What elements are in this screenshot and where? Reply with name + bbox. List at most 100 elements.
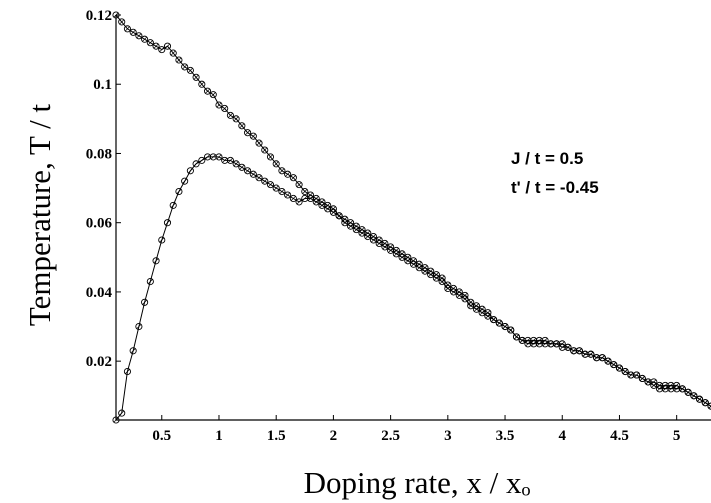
data-point-slash — [279, 168, 285, 174]
data-point — [615, 364, 624, 372]
data-point — [169, 201, 177, 209]
data-point — [524, 340, 532, 348]
x-tick-label: 2 — [330, 428, 338, 444]
data-point — [684, 388, 692, 396]
data-point-slash — [536, 341, 542, 347]
data-point-slash — [393, 247, 399, 253]
data-point-slash — [290, 196, 296, 201]
data-point — [255, 174, 263, 182]
data-point — [152, 42, 160, 50]
data-point-slash — [702, 400, 708, 406]
data-point-slash — [611, 362, 617, 368]
data-point — [141, 298, 149, 306]
data-point — [232, 115, 240, 123]
data-point-slash — [113, 12, 119, 18]
data-point — [409, 257, 418, 265]
data-point-slash — [222, 157, 228, 163]
data-point — [535, 340, 543, 348]
data-point — [255, 139, 263, 147]
data-point — [375, 236, 383, 244]
data-point — [432, 271, 440, 279]
data-point-slash — [124, 26, 130, 32]
data-point — [610, 361, 618, 369]
data-point-slash — [422, 265, 428, 271]
data-point-slash — [554, 341, 559, 347]
x-tick-label: 1 — [215, 428, 223, 444]
data-point-slash — [416, 261, 422, 267]
data-point — [301, 187, 309, 196]
data-point-slash — [451, 286, 456, 291]
data-point-slash — [147, 279, 153, 284]
data-point-slash — [468, 299, 474, 305]
data-point — [306, 194, 315, 203]
data-point — [381, 239, 389, 248]
x-tick-label: 5 — [673, 428, 681, 444]
data-point — [175, 187, 183, 196]
data-point — [650, 381, 658, 389]
data-point — [478, 305, 486, 313]
data-point-slash — [325, 206, 331, 212]
data-point — [198, 156, 206, 164]
data-point — [415, 260, 423, 268]
data-point-slash — [216, 102, 222, 108]
x-tick-label: 0.5 — [152, 428, 171, 444]
data-point-slash — [559, 344, 565, 350]
data-point — [444, 281, 452, 289]
data-point-slash — [439, 275, 445, 281]
data-point — [690, 392, 698, 400]
data-point — [449, 284, 458, 293]
x-axis-label: Doping rate, x / xₒ — [304, 465, 531, 500]
data-point-slash — [130, 348, 136, 354]
data-point — [169, 49, 177, 57]
data-point — [552, 340, 561, 348]
data-point — [472, 302, 480, 310]
data-point-slash — [176, 189, 182, 194]
data-point — [118, 18, 126, 26]
plot-axes — [115, 15, 711, 421]
data-point-slash — [594, 355, 600, 361]
data-point — [467, 298, 475, 306]
data-point-slash — [433, 272, 439, 278]
data-point-slash — [376, 237, 382, 243]
data-point — [461, 291, 469, 299]
data-point — [512, 333, 521, 341]
y-axis-label: Temperature, T / t — [22, 104, 57, 327]
data-point-slash — [668, 386, 674, 392]
data-point-slash — [605, 358, 611, 364]
data-point-slash — [256, 140, 262, 146]
data-point — [324, 205, 332, 213]
data-point-slash — [113, 417, 119, 423]
data-point-slash — [634, 372, 640, 378]
data-point-slash — [674, 386, 680, 392]
data-point — [530, 340, 538, 348]
data-point-slash — [233, 116, 239, 122]
data-point-slash — [313, 199, 319, 205]
data-point — [295, 198, 303, 206]
data-point — [215, 101, 223, 109]
y-tick-label: 0.12 — [86, 8, 112, 24]
data-point — [278, 187, 286, 196]
data-point-slash — [485, 310, 491, 316]
data-point-slash — [136, 324, 142, 329]
data-point — [392, 246, 400, 254]
data-point-slash — [388, 244, 394, 250]
y-tick-label: 0.1 — [93, 77, 112, 93]
data-point-slash — [548, 341, 554, 347]
data-point-slash — [639, 376, 645, 381]
data-point-slash — [182, 64, 188, 70]
data-point-slash — [170, 202, 176, 208]
data-point — [203, 153, 212, 161]
data-point — [146, 39, 154, 47]
data-point-slash — [159, 237, 165, 243]
y-tick-label: 0.04 — [86, 285, 113, 301]
data-point — [667, 385, 675, 393]
data-point-slash — [227, 157, 233, 163]
data-point-slash — [142, 299, 148, 305]
data-point — [123, 25, 131, 33]
data-point-slash — [542, 341, 548, 347]
data-point-slash — [456, 289, 462, 295]
x-tick-label: 4 — [559, 428, 567, 444]
data-point — [226, 156, 234, 164]
data-point-slash — [330, 209, 336, 215]
data-point — [152, 257, 160, 265]
